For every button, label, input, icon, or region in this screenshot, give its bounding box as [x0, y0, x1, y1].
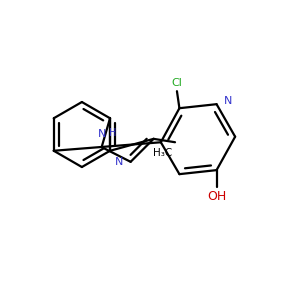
Text: Cl: Cl — [172, 78, 182, 88]
Text: N: N — [115, 157, 123, 167]
Text: H: H — [110, 128, 117, 138]
Text: N: N — [98, 129, 106, 139]
Text: OH: OH — [207, 190, 226, 203]
Text: N: N — [224, 96, 233, 106]
Text: H₃C: H₃C — [153, 148, 172, 158]
